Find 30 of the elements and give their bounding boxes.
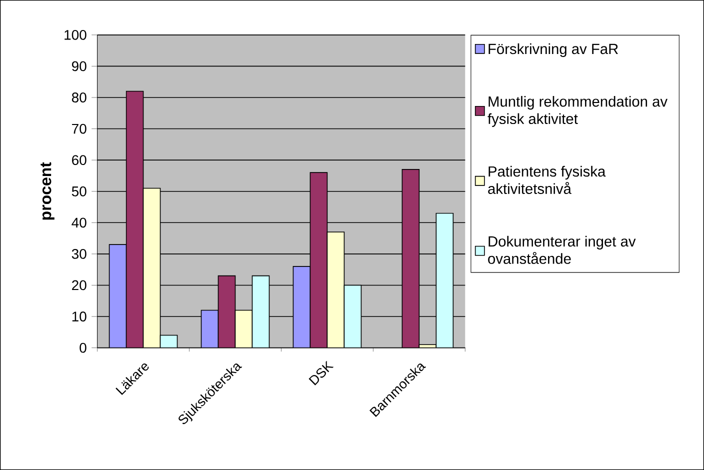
y-tick-label: 80 xyxy=(72,92,86,102)
bar xyxy=(344,284,362,348)
bar xyxy=(218,275,236,348)
y-tick-label: 10 xyxy=(72,312,86,322)
bar xyxy=(436,212,454,348)
bar xyxy=(142,188,161,348)
bar xyxy=(126,90,144,348)
bar xyxy=(402,169,420,348)
y-tick-label: 40 xyxy=(72,218,86,228)
bar xyxy=(326,232,345,348)
y-tick-label: 30 xyxy=(72,248,86,259)
bar xyxy=(252,275,270,348)
y-tick-label: 70 xyxy=(72,124,86,134)
y-tick-label: 50 xyxy=(72,186,86,196)
bar xyxy=(108,244,127,348)
bar xyxy=(234,310,253,348)
y-tick-label: 60 xyxy=(72,155,86,165)
legend-label: Förskrivning av FaR xyxy=(488,43,618,57)
legend-label: Muntlig rekommendation av fysisk aktivitet xyxy=(488,96,668,127)
bar xyxy=(310,172,328,348)
legend-label: Patientens fysiska aktivitetsnivå xyxy=(488,166,606,194)
y-tick-label: 20 xyxy=(72,280,86,290)
bar xyxy=(200,310,219,348)
bar xyxy=(292,266,311,348)
legend-label: Dokumenterar inget av ovanstående xyxy=(488,236,636,264)
y-tick-label: 100 xyxy=(64,30,86,40)
y-axis-title: procent xyxy=(40,162,54,220)
bar xyxy=(160,335,178,348)
y-tick-label: 0 xyxy=(80,342,86,353)
y-tick-label: 90 xyxy=(72,61,86,72)
